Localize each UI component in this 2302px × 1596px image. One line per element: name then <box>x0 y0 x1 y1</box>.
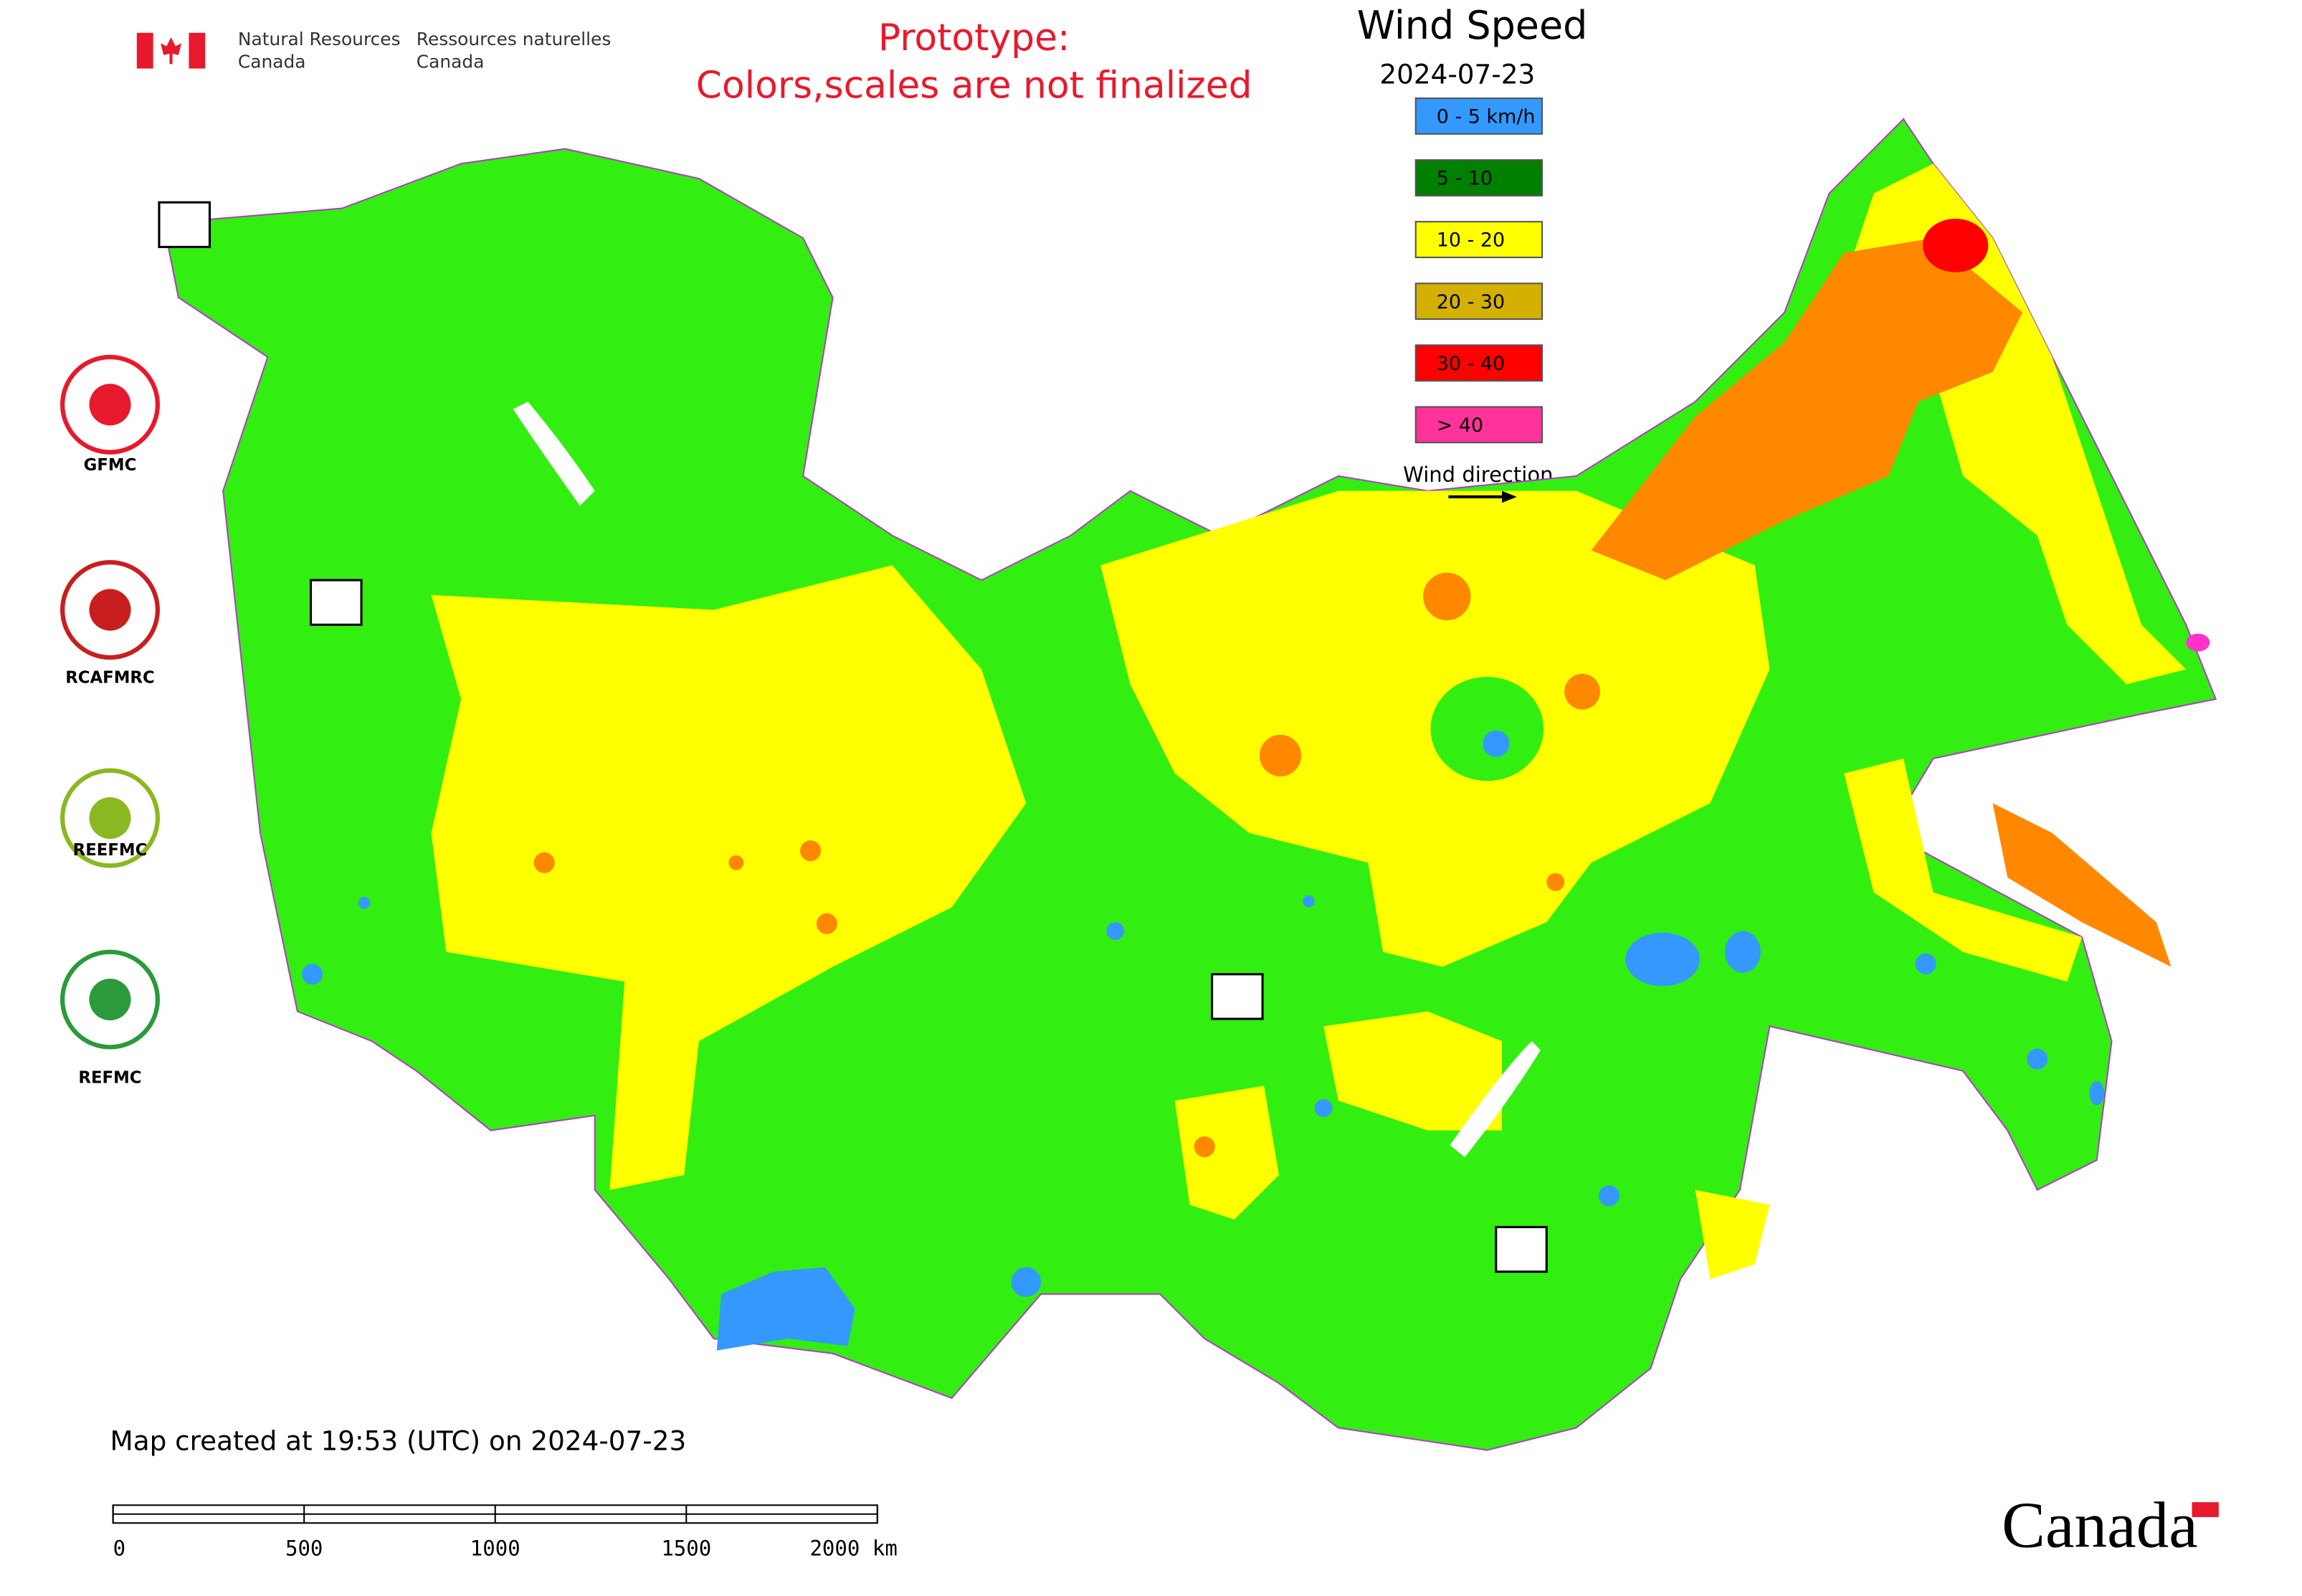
wind-zone-yellow <box>431 565 1027 1190</box>
canada-wordmark: Canada <box>2002 1489 2198 1562</box>
wind-spot-blue <box>1303 895 1315 908</box>
agency-fr: Canada <box>417 51 485 72</box>
flag <box>189 32 206 69</box>
wind-zone-yellow <box>1323 1011 1503 1131</box>
logo-label: REFMC <box>78 1069 141 1088</box>
wind-spot-blue <box>1915 953 1936 974</box>
wind-zone-orange <box>1992 803 2172 967</box>
logo <box>89 797 131 840</box>
wind-spot-orange <box>816 913 837 934</box>
scale-label: 500 <box>285 1536 323 1561</box>
wind-spot-orange <box>1194 1136 1215 1157</box>
center-marker <box>1210 973 1264 1020</box>
legend-label: 5 - 10 <box>1437 168 1493 190</box>
wind-spot-blue <box>1106 922 1125 941</box>
legend-label: > 40 <box>1437 414 1483 437</box>
lake <box>513 402 595 506</box>
wind-spot-blue <box>2027 1048 2048 1070</box>
wind-spot-blue <box>358 896 371 909</box>
wind-zone-yellow <box>1695 1189 1770 1280</box>
wind-zone-yellow <box>1844 759 2083 982</box>
wordmark-flag <box>2192 1502 2219 1517</box>
legend-swatch <box>1414 98 1544 135</box>
wind-spot-blue <box>1725 931 1761 973</box>
wind-arrow-head <box>1502 490 1517 503</box>
agency-en: Natural Resources <box>238 29 401 49</box>
legend-swatch <box>1414 344 1544 382</box>
created-note: Map created at 19:53 (UTC) on 2024-07-23 <box>110 1425 686 1457</box>
wind-spot-blue <box>302 964 323 985</box>
logo <box>89 384 131 426</box>
logo-label: GFMC <box>84 456 137 475</box>
scale-label: 1500 <box>661 1536 711 1561</box>
flag-leaf <box>161 37 182 65</box>
wind-spot-orange <box>1564 673 1600 710</box>
logo <box>60 560 160 660</box>
legend-title: Wind Speed <box>1357 3 1588 48</box>
legend-label: 10 - 20 <box>1437 229 1505 252</box>
wind-spot-orange <box>799 840 822 862</box>
logo <box>89 979 131 1021</box>
agency-fr: Ressources naturelles <box>417 29 612 49</box>
center-marker <box>1495 1225 1548 1273</box>
center-marker <box>158 201 211 249</box>
wind-zone-green <box>1430 676 1544 782</box>
logo <box>60 354 160 455</box>
center-marker <box>309 579 363 626</box>
legend-swatch <box>1414 221 1544 259</box>
wind-zone-magenta <box>2186 633 2210 652</box>
logo <box>89 589 131 631</box>
legend-label: 0 - 5 km/h <box>1437 106 1536 128</box>
wind-spot-blue <box>2089 1081 2105 1106</box>
wind-spot-blue <box>1598 1185 1620 1207</box>
legend-date: 2024-07-23 <box>1379 58 1535 90</box>
wind-spot-orange <box>1259 734 1302 776</box>
scale-label: 1000 <box>470 1536 520 1561</box>
agency-en: Canada <box>238 51 306 72</box>
scale-label: 2000 km <box>809 1536 897 1561</box>
wind-zone-red <box>1923 219 1989 272</box>
wind-spot-orange <box>728 855 744 870</box>
wind-spot-blue <box>1314 1099 1333 1117</box>
flag <box>136 32 153 69</box>
lake <box>1450 1041 1541 1157</box>
legend-swatch <box>1414 159 1544 196</box>
legend-swatch <box>1414 406 1544 444</box>
wind-spot-blue <box>1011 1267 1042 1297</box>
legend-label: 30 - 40 <box>1437 353 1505 375</box>
logo <box>60 949 160 1050</box>
logo-label: RCAFMRC <box>65 669 154 688</box>
wind-spot-orange <box>533 852 555 873</box>
notice: Prototype: <box>878 16 1070 60</box>
notice: Colors,scales are not finalized <box>696 65 1252 108</box>
legend-swatch <box>1414 282 1544 320</box>
wind-zone-yellow <box>1174 1086 1279 1220</box>
wind-spot-blue <box>1483 730 1510 757</box>
wind-zone-orange <box>1591 238 2023 581</box>
logo <box>60 768 160 868</box>
wind-spot-blue <box>1625 932 1700 987</box>
wind-zone-blue <box>716 1267 855 1351</box>
legend-label: 20 - 30 <box>1437 291 1505 313</box>
scale-label: 0 <box>113 1536 125 1561</box>
wind-spot-orange <box>1423 572 1471 621</box>
logo-label: REEFMC <box>73 841 148 860</box>
wind-spot-orange <box>1546 873 1565 891</box>
